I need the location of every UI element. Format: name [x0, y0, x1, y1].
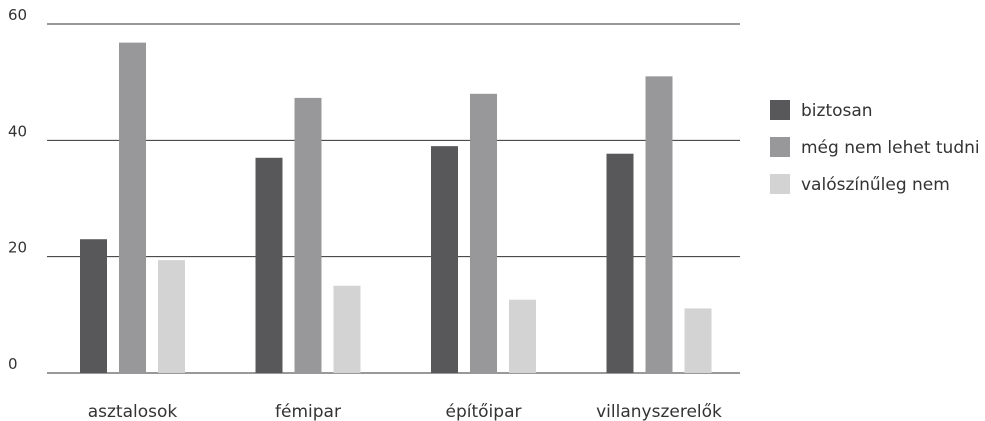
bar-2-1	[119, 42, 146, 373]
bar-1-4	[606, 153, 634, 373]
legend-swatch-3	[770, 174, 790, 194]
x-axis-category-labels: asztalosok fémipar építőipar villanyszerelő…	[88, 402, 722, 421]
legend-label-1: biztosan	[801, 101, 873, 121]
gridlines	[47, 23, 740, 374]
legend-swatch-2	[770, 137, 790, 157]
legend-label-3: valószínűleg nem	[801, 175, 950, 195]
y-tick-label-0: 0	[8, 355, 18, 373]
y-tick-label-60: 60	[8, 6, 27, 24]
x-category-label-2: fémipar	[275, 402, 341, 421]
bar-3-2	[333, 285, 361, 373]
bar-3-4	[684, 308, 712, 373]
y-tick-label-40: 40	[8, 122, 27, 140]
x-category-label-3: építőipar	[446, 402, 522, 421]
y-axis-tick-labels: 0 20 40 60	[8, 6, 27, 373]
bar-1-3	[431, 146, 458, 373]
y-tick-label-20: 20	[8, 239, 27, 257]
legend-label-2: még nem lehet tudni	[801, 138, 980, 158]
bar-3-3	[509, 299, 536, 373]
bar-2-3	[470, 93, 497, 374]
bar-1-2	[255, 157, 283, 373]
bars	[80, 42, 712, 374]
x-category-label-1: asztalosok	[88, 402, 178, 421]
x-category-label-4: villanyszerelők	[596, 402, 722, 421]
legend-swatch-1	[770, 100, 790, 120]
bar-3-1	[158, 260, 185, 373]
bar-2-4	[645, 76, 673, 373]
bar-2-2	[294, 97, 322, 373]
bar-1-1	[80, 239, 107, 373]
legend: biztosan még nem lehet tudni valószínűleg …	[770, 100, 980, 195]
